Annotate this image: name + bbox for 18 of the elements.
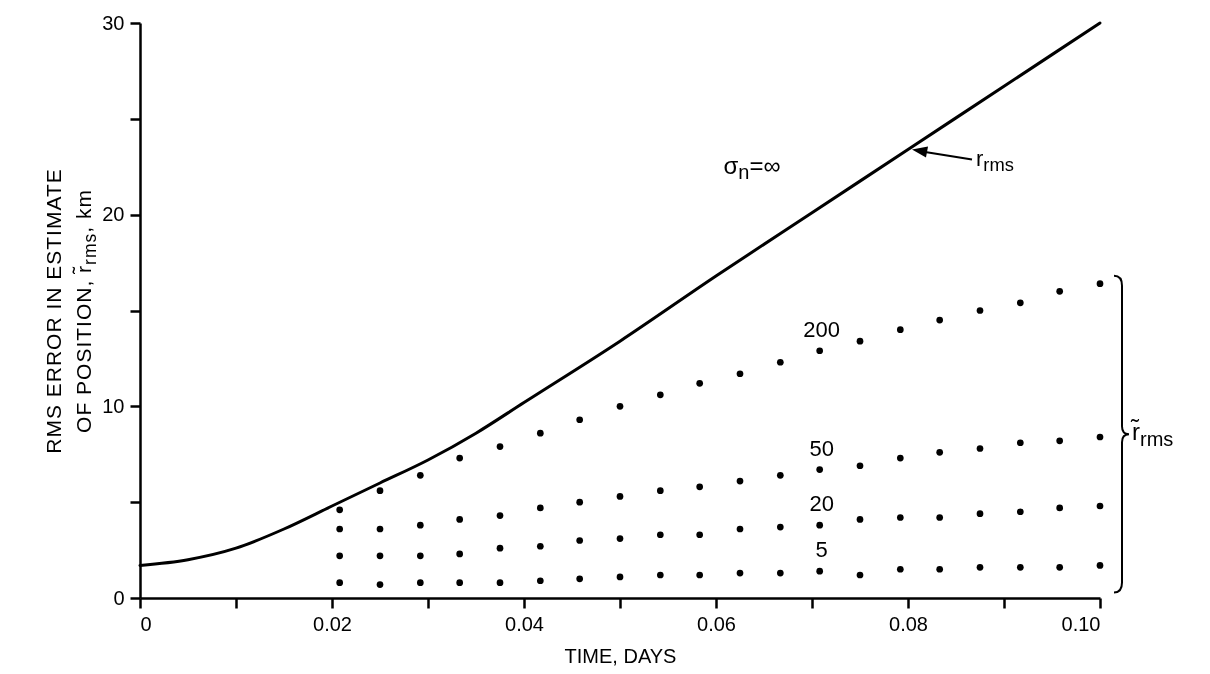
series-label: 50 — [809, 435, 834, 461]
y-tick-label: 30 — [102, 11, 125, 34]
series-label: 20 — [809, 491, 834, 517]
x-tick-label: 0 — [140, 612, 152, 635]
x-axis-title: TIME, DAYS — [564, 644, 677, 667]
x-tick-label: 0.10 — [1061, 612, 1101, 635]
x-tick-label: 0.04 — [505, 612, 544, 635]
text: r̃$_{rms}$ — [1132, 418, 1174, 451]
y-tick-label: 20 — [102, 203, 125, 226]
y-tick-label: 10 — [102, 394, 125, 417]
x-tick-label: 0.02 — [313, 612, 352, 635]
annotation: r$_{rms}$ — [976, 145, 1014, 176]
series-label: 200 — [803, 316, 841, 342]
series-label: 5 — [815, 537, 828, 563]
x-tick-label: 0.08 — [889, 612, 928, 635]
y-tick-label: 0 — [113, 586, 125, 609]
x-tick-label: 0.06 — [697, 612, 736, 635]
annotation: σ$_{n}$=∞ — [723, 151, 781, 185]
